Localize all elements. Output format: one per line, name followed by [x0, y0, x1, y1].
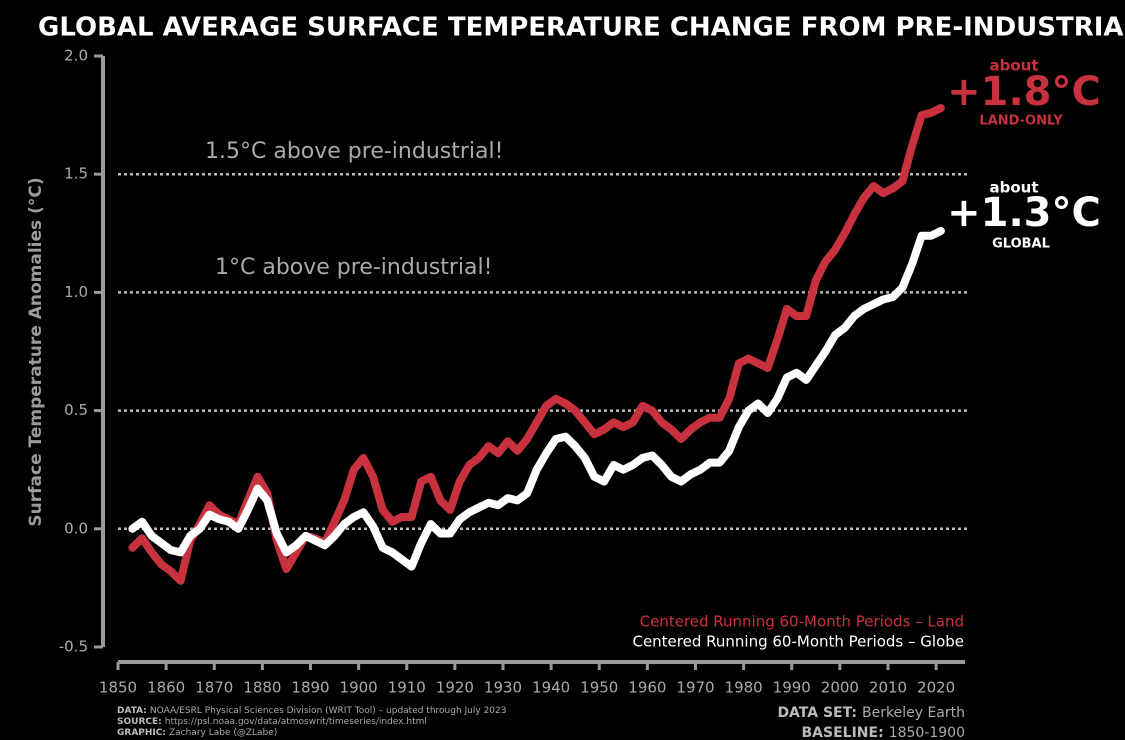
x-tick-label: 1930	[484, 679, 522, 697]
footer-label: SOURCE:	[117, 717, 162, 727]
end-label-prefix: about	[989, 179, 1038, 197]
legend-entry: Centered Running 60-Month Periods – Glob…	[632, 633, 964, 651]
x-tick-label: 1920	[436, 679, 474, 697]
footer-note: SOURCE: https://psl.noaa.gov/data/atmoswr…	[117, 717, 427, 727]
footer-label: GRAPHIC:	[117, 728, 166, 738]
x-tick-label: 1960	[628, 679, 666, 697]
annotation: 1.5°C above pre-industrial!	[205, 139, 503, 164]
x-tick-label: 1880	[243, 679, 281, 697]
x-tick-label: 1990	[773, 679, 811, 697]
annotation: 1°C above pre-industrial!	[215, 255, 492, 280]
footer-label: BASELINE:	[802, 725, 884, 740]
end-label-note: GLOBAL	[992, 237, 1050, 252]
footer-text: https://psl.noaa.gov/data/atmoswrit/time…	[165, 717, 427, 727]
x-tick-label: 1980	[725, 679, 763, 697]
y-axis-label: Surface Temperature Anomalies (°C)	[26, 177, 46, 526]
footer-note: DATA SET: Berkeley Earth	[777, 705, 965, 721]
end-label-value: +1.3°C	[947, 190, 1101, 236]
y-tick-label: -0.5	[59, 638, 88, 656]
x-tick-label: 1890	[291, 679, 329, 697]
y-tick-label: 0.5	[64, 401, 88, 419]
x-tick-label: 1850	[99, 679, 137, 697]
y-tick-label: 1.5	[64, 165, 88, 183]
line-series	[128, 104, 945, 585]
x-tick-label: 1860	[147, 679, 185, 697]
footer-text: Zachary Labe (@ZLabe)	[169, 728, 277, 738]
end-label-note: LAND-ONLY	[979, 114, 1063, 129]
x-tick-label: 1870	[195, 679, 233, 697]
footer-note: BASELINE: 1850-1900	[802, 725, 965, 740]
x-tick-label: 1970	[676, 679, 714, 697]
footer-text: NOAA/ESRL Physical Sciences Division (WR…	[150, 706, 507, 716]
footer-note: DATA: NOAA/ESRL Physical Sciences Divisio…	[117, 706, 506, 716]
footer-label: DATA:	[117, 706, 147, 716]
end-label-value: +1.8°C	[947, 69, 1101, 115]
x-tick-label: 1950	[580, 679, 618, 697]
x-tick-label: 1910	[388, 679, 426, 697]
end-label-prefix: about	[989, 57, 1038, 75]
y-tick-label: 2.0	[64, 47, 88, 65]
legend-entry: Centered Running 60-Month Periods – Land	[640, 613, 964, 631]
x-tick-label: 2010	[869, 679, 907, 697]
chart-title: GLOBAL AVERAGE SURFACE TEMPERATURE CHANG…	[38, 13, 1125, 43]
footer-note: GRAPHIC: Zachary Labe (@ZLabe)	[117, 728, 277, 738]
footer-text: 1850-1900	[889, 725, 965, 740]
line-series	[128, 226, 945, 571]
x-tick-label: 1900	[340, 679, 378, 697]
x-tick-label: 2020	[917, 679, 955, 697]
footer-text: Berkeley Earth	[862, 705, 965, 721]
footer-label: DATA SET:	[777, 705, 857, 721]
y-tick-label: 1.0	[64, 283, 88, 301]
x-tick-label: 2000	[821, 679, 859, 697]
x-tick-label: 1940	[532, 679, 570, 697]
y-tick-label: 0.0	[64, 519, 88, 537]
